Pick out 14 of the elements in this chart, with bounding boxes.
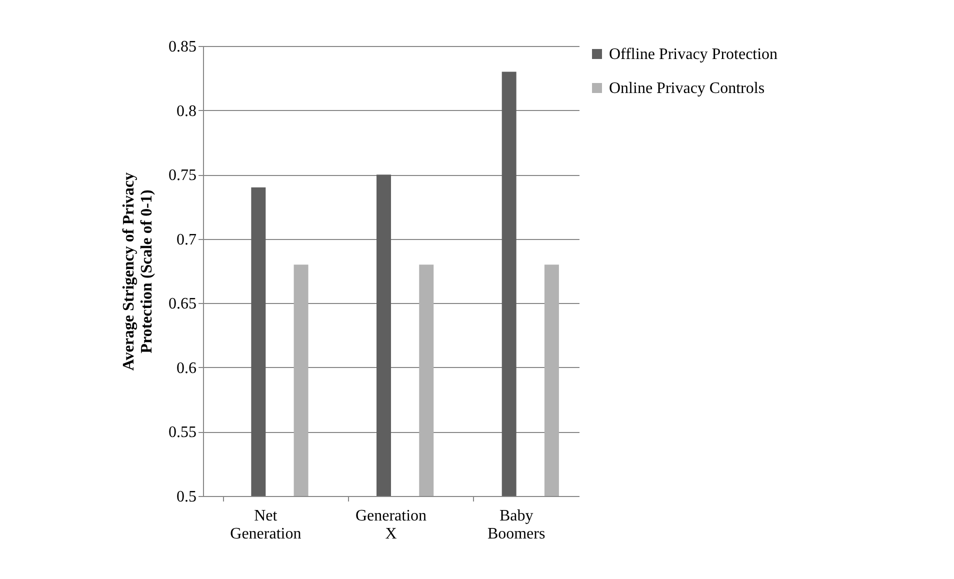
- x-tick-label: Net Generation: [230, 508, 302, 542]
- x-tick-label: Generation X: [355, 508, 427, 542]
- y-axis-title: Average Strigency of Privacy Protection (Scale of 0-1): [120, 172, 156, 371]
- y-tick-label: 0.7: [176, 231, 196, 248]
- y-tick-label: 0.6: [176, 360, 196, 377]
- y-tick-label: 0.65: [168, 296, 196, 313]
- y-tick-label: 0.55: [168, 424, 196, 442]
- x-tick-label: Baby Boomers: [487, 508, 546, 542]
- y-tick-label: 0.85: [168, 38, 196, 56]
- legend-label: Online Privacy Controls: [609, 80, 765, 97]
- y-tick-label: 0.5: [176, 488, 196, 506]
- legend-label: Offline Privacy Protection: [609, 46, 778, 63]
- y-tick-label: 0.75: [168, 167, 196, 184]
- y-tick-label: 0.8: [176, 102, 196, 120]
